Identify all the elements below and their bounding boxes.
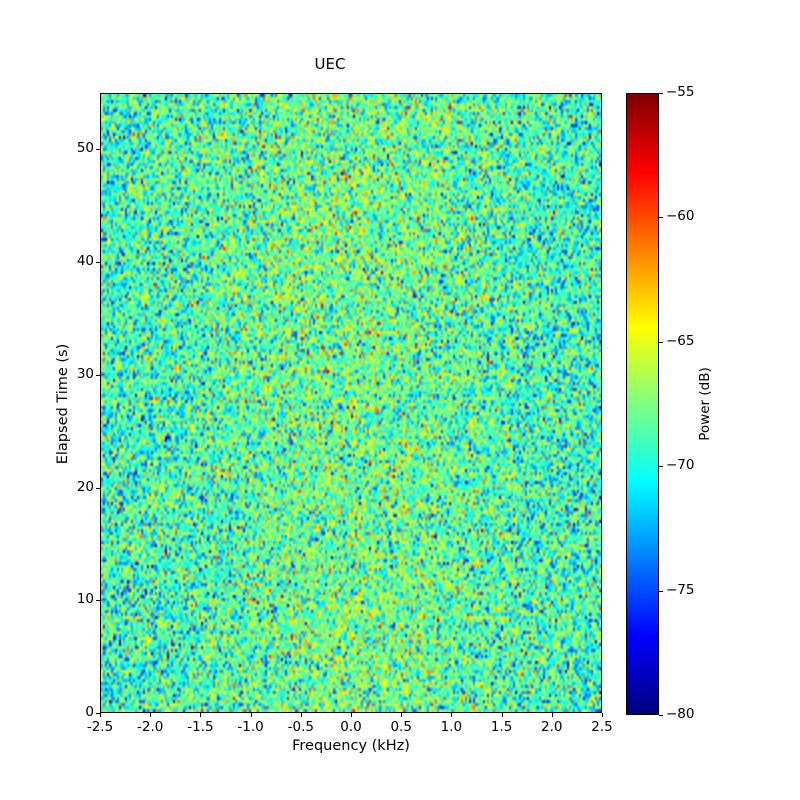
colorbar-tick-label: −70	[666, 457, 695, 474]
colorbar-tick-mark	[659, 715, 663, 716]
x-tick-mark	[351, 713, 352, 717]
colorbar-tick-label: −80	[666, 706, 695, 722]
colorbar-gradient	[627, 94, 658, 714]
x-tick-mark	[501, 713, 503, 717]
colorbar-tick-mark	[659, 93, 663, 94]
y-tick-mark	[96, 262, 100, 264]
spectrogram-image	[101, 94, 601, 712]
x-tick-mark	[451, 713, 453, 717]
x-tick-label: -1.0	[237, 719, 264, 735]
x-tick-label: 0.5	[390, 719, 412, 735]
x-tick-label: -0.5	[287, 719, 314, 735]
x-axis-label: Frequency (kHz)	[292, 738, 410, 754]
x-tick-mark	[551, 713, 553, 717]
x-tick-mark	[150, 713, 152, 717]
colorbar-tick-label: −60	[666, 208, 695, 225]
x-tick-label: 2.0	[541, 719, 563, 735]
y-axis-label: Elapsed Time (s)	[55, 343, 71, 465]
colorbar-label: Power (dB)	[697, 367, 713, 441]
y-tick-mark	[96, 487, 100, 489]
x-tick-mark	[250, 713, 252, 717]
y-tick-label: 10	[76, 591, 94, 608]
x-tick-mark	[602, 713, 603, 717]
colorbar-tick-label: −55	[666, 84, 695, 100]
x-tick-label: 1.5	[490, 719, 513, 735]
y-tick-label: 30	[76, 365, 94, 382]
colorbar-tick-mark	[659, 466, 663, 468]
colorbar-axes[interactable]	[626, 93, 659, 715]
colorbar-tick-label: −65	[666, 332, 695, 349]
y-tick-mark	[96, 713, 100, 714]
spectrogram-axes[interactable]	[100, 93, 602, 713]
x-tick-label: -2.0	[137, 719, 164, 735]
colorbar-tick-mark	[659, 341, 663, 343]
y-tick-label: 20	[76, 478, 94, 495]
x-tick-mark	[300, 713, 302, 717]
x-tick-mark	[100, 713, 101, 717]
colorbar-tick-label: −75	[666, 581, 695, 598]
y-tick-mark	[96, 374, 100, 376]
x-tick-label: 0.0	[340, 719, 362, 735]
x-tick-label: -2.5	[86, 719, 114, 735]
x-tick-label: 1.0	[440, 719, 463, 735]
y-tick-label: 50	[76, 140, 94, 157]
x-tick-mark	[401, 713, 403, 717]
y-tick-label: 40	[76, 253, 94, 270]
x-tick-label: -1.5	[187, 719, 214, 735]
colorbar-tick-mark	[659, 217, 663, 219]
x-tick-mark	[200, 713, 202, 717]
y-tick-label: 0	[85, 704, 94, 720]
colorbar-tick-mark	[659, 590, 663, 592]
y-tick-mark	[96, 600, 100, 602]
title-line-station: UEC	[314, 55, 346, 73]
y-axis-ticks: 0 10 20 30 40 50	[32, 0, 94, 800]
y-tick-mark	[96, 149, 100, 151]
x-tick-label: 2.5	[591, 719, 613, 735]
